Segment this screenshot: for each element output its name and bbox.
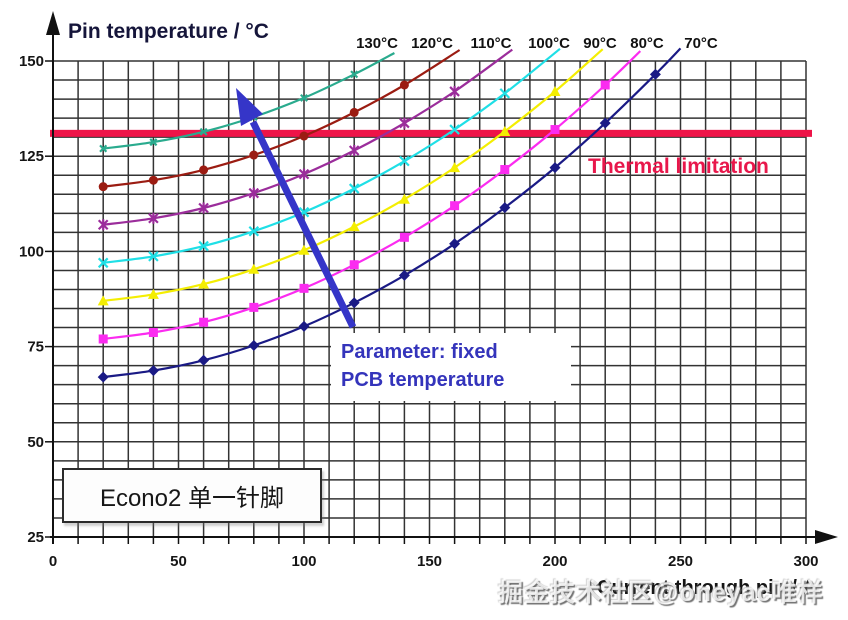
curve-marker [98, 334, 108, 344]
curve-marker [449, 85, 460, 97]
curve-marker [248, 263, 260, 274]
y-tick-label: 125 [19, 148, 44, 165]
curve-marker [248, 187, 260, 199]
thermal-limit-line [50, 129, 812, 137]
curve-label-70c: 70°C [684, 35, 718, 52]
x-axis-label: Current through pin / A [597, 577, 817, 599]
curve-marker [499, 88, 511, 99]
curve-marker [249, 150, 259, 160]
curve-marker [198, 240, 209, 252]
parameter-annotation-box: Parameter: fixed PCB temperature [331, 333, 571, 401]
curve-label-110c: 110°C [470, 35, 511, 52]
parameter-arrow-shaft [249, 120, 357, 329]
curve-marker [148, 328, 158, 338]
curve-marker [649, 68, 661, 80]
curve-marker [248, 225, 260, 237]
curve-marker [550, 125, 560, 135]
parameter-arrow-head-icon [236, 88, 263, 126]
curve-marker [398, 269, 410, 281]
curve-marker [148, 175, 158, 185]
econo2-pin-label-box: Econo2 单一针脚 [62, 468, 322, 523]
curve-marker [249, 302, 259, 312]
curve-marker [199, 165, 209, 175]
curve-marker [449, 162, 461, 173]
y-tick-label: 25 [27, 529, 44, 546]
x-axis-arrow-icon [815, 530, 838, 544]
curve-marker [399, 155, 410, 167]
x-tick-label: 300 [793, 553, 818, 570]
curve-marker [350, 70, 359, 79]
curve-marker [349, 260, 359, 270]
parameter-annotation-line2: PCB temperature [341, 369, 505, 391]
thermal-limitation-label: Thermal limitation [588, 155, 769, 178]
curve-marker [348, 297, 360, 309]
curve-marker [399, 232, 409, 242]
x-tick-label: 50 [170, 553, 187, 570]
curve-marker [97, 295, 109, 306]
curve-marker [599, 117, 611, 129]
econo2-pin-label: Econo2 单一针脚 [99, 485, 285, 512]
curve-marker [99, 144, 108, 153]
curve-label-90c: 90°C [583, 35, 617, 52]
curve-100c [103, 47, 561, 264]
curve-marker [499, 202, 511, 214]
curve-marker [449, 124, 460, 135]
curve-marker [549, 162, 561, 174]
curve-marker [449, 238, 461, 250]
curve-marker [348, 144, 360, 156]
x-tick-label: 0 [49, 553, 57, 570]
curve-marker [398, 193, 410, 204]
curve-marker [348, 221, 360, 232]
curve-marker [148, 212, 159, 224]
curve-marker [499, 125, 511, 136]
x-tick-label: 150 [417, 553, 442, 570]
curve-marker [198, 354, 210, 366]
curve-marker [98, 182, 108, 192]
chart-title: Pin temperature / °C [68, 20, 269, 43]
curve-label-100c: 100°C [528, 35, 570, 52]
curve-marker [199, 317, 209, 327]
curve-marker [97, 257, 109, 269]
parameter-annotation-line1: Parameter: fixed [341, 341, 498, 363]
y-tick-label: 50 [27, 434, 44, 451]
curve-marker [348, 183, 360, 194]
curve-marker [450, 201, 460, 211]
curve-marker [300, 93, 308, 102]
curve-marker [148, 251, 159, 262]
curve-marker [349, 107, 359, 117]
curve-marker [298, 320, 310, 332]
watermark-text: 掘金技术社区@oneyac唯样 [498, 579, 824, 607]
curve-marker [97, 219, 109, 231]
x-tick-label: 100 [291, 553, 316, 570]
curve-marker [500, 165, 510, 175]
curve-label-130c: 130°C [356, 35, 398, 52]
curve-marker [299, 283, 309, 293]
x-tick-label: 250 [668, 553, 693, 570]
curve-marker [298, 168, 310, 180]
curve-marker [399, 117, 410, 129]
curve-marker [399, 80, 409, 90]
curve-marker [97, 371, 109, 383]
curve-marker [299, 131, 309, 141]
curve-marker [147, 365, 159, 377]
curve-marker [600, 80, 610, 90]
curve-80c [103, 50, 642, 341]
curve-marker [248, 339, 260, 351]
curve-marker [199, 127, 208, 136]
curve-marker [549, 85, 561, 96]
curve-marker [147, 288, 159, 299]
curve-marker [149, 138, 158, 147]
y-tick-label: 75 [27, 339, 44, 356]
y-axis-arrow-icon [46, 11, 60, 35]
curve-marker [298, 244, 310, 255]
x-tick-label: 200 [542, 553, 567, 570]
y-tick-label: 100 [19, 243, 44, 260]
y-tick-label: 150 [19, 53, 44, 70]
curve-label-120c: 120°C [411, 35, 453, 52]
curve-marker [198, 202, 209, 214]
curve-label-80c: 80°C [630, 35, 664, 52]
curve-marker [198, 278, 210, 289]
